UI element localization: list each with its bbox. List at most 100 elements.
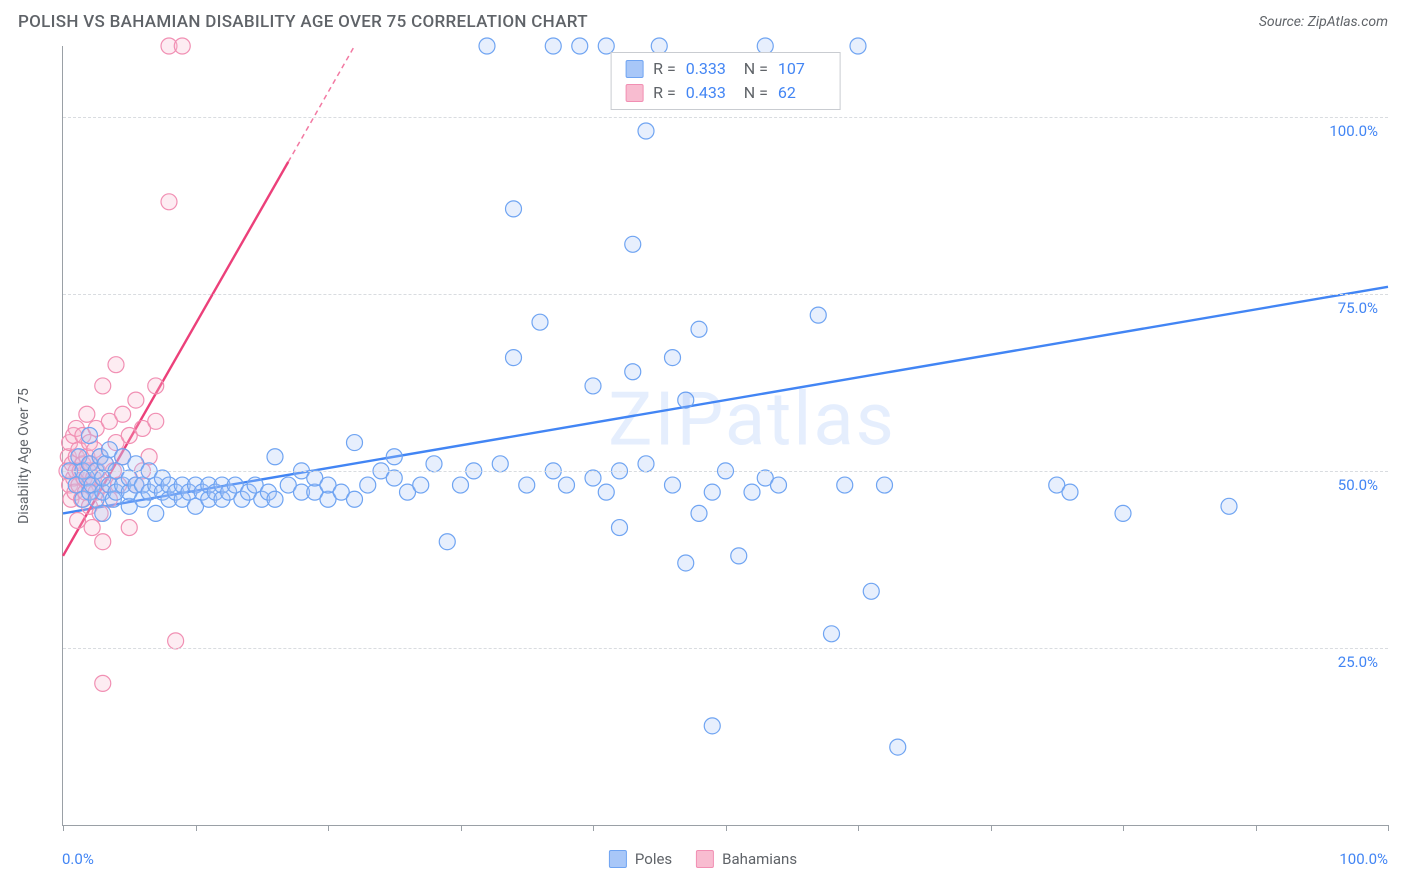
scatter-point bbox=[506, 350, 522, 366]
scatter-point bbox=[877, 477, 893, 493]
scatter-point bbox=[347, 435, 363, 451]
scatter-point bbox=[678, 555, 694, 571]
n-label: N = bbox=[744, 57, 768, 81]
scatter-point bbox=[704, 718, 720, 734]
scatter-point bbox=[95, 534, 111, 550]
x-tick bbox=[1256, 825, 1257, 831]
scatter-point bbox=[95, 675, 111, 691]
scatter-point bbox=[598, 484, 614, 500]
scatter-point bbox=[386, 470, 402, 486]
scatter-point bbox=[850, 38, 866, 54]
scatter-point bbox=[439, 534, 455, 550]
scatter-point bbox=[691, 321, 707, 337]
scatter-point bbox=[479, 38, 495, 54]
grid-line bbox=[63, 471, 1388, 472]
scatter-point bbox=[1221, 498, 1237, 514]
scatter-point bbox=[625, 236, 641, 252]
scatter-point bbox=[810, 307, 826, 323]
scatter-point bbox=[890, 739, 906, 755]
scatter-point bbox=[79, 406, 95, 422]
scatter-point bbox=[267, 449, 283, 465]
correlation-legend-row: R = 0.433 N = 62 bbox=[625, 81, 826, 105]
scatter-point bbox=[731, 548, 747, 564]
legend-label: Poles bbox=[635, 850, 672, 868]
y-tick-label: 25.0% bbox=[1338, 653, 1378, 671]
legend-label: Bahamians bbox=[722, 850, 797, 868]
x-tick bbox=[461, 825, 462, 831]
scatter-point bbox=[612, 520, 628, 536]
scatter-point bbox=[585, 378, 601, 394]
scatter-point bbox=[1062, 484, 1078, 500]
scatter-point bbox=[704, 484, 720, 500]
scatter-point bbox=[771, 477, 787, 493]
scatter-point bbox=[115, 406, 131, 422]
correlation-legend-row: R = 0.333 N = 107 bbox=[625, 57, 826, 81]
x-tick bbox=[1123, 825, 1124, 831]
r-label: R = bbox=[653, 81, 676, 105]
scatter-point bbox=[108, 357, 124, 373]
chart-container: Disability Age Over 75 ZIPatlas R = 0.33… bbox=[18, 46, 1388, 866]
scatter-point bbox=[638, 123, 654, 139]
y-tick-label: 50.0% bbox=[1338, 476, 1378, 494]
scatter-point bbox=[347, 491, 363, 507]
scatter-point bbox=[519, 477, 535, 493]
correlation-legend: R = 0.333 N = 107 R = 0.433 N = 62 bbox=[610, 52, 841, 110]
scatter-point bbox=[82, 428, 98, 444]
scatter-point bbox=[585, 470, 601, 486]
legend-item-bahamians: Bahamians bbox=[696, 850, 797, 868]
r-value: 0.433 bbox=[686, 81, 734, 105]
n-label: N = bbox=[744, 81, 768, 105]
x-axis-min-label: 0.0% bbox=[62, 850, 94, 868]
scatter-point bbox=[665, 477, 681, 493]
scatter-point bbox=[824, 626, 840, 642]
scatter-point bbox=[665, 350, 681, 366]
scatter-point bbox=[267, 491, 283, 507]
scatter-point bbox=[413, 477, 429, 493]
scatter-point bbox=[572, 38, 588, 54]
scatter-point bbox=[1115, 505, 1131, 521]
grid-line bbox=[63, 294, 1388, 295]
x-tick bbox=[991, 825, 992, 831]
scatter-point bbox=[95, 505, 111, 521]
legend-swatch-poles bbox=[609, 850, 627, 868]
scatter-point bbox=[426, 456, 442, 472]
grid-line bbox=[63, 117, 1388, 118]
scatter-point bbox=[678, 392, 694, 408]
x-axis-max-label: 100.0% bbox=[1339, 850, 1388, 868]
legend-swatch-bahamians bbox=[696, 850, 714, 868]
x-tick bbox=[1388, 825, 1389, 831]
x-tick bbox=[63, 825, 64, 831]
scatter-point bbox=[168, 633, 184, 649]
scatter-point bbox=[360, 477, 376, 493]
scatter-point bbox=[691, 505, 707, 521]
scatter-point bbox=[128, 392, 144, 408]
r-value: 0.333 bbox=[686, 57, 734, 81]
scatter-point bbox=[70, 512, 86, 528]
x-tick bbox=[328, 825, 329, 831]
scatter-point bbox=[84, 520, 100, 536]
scatter-point bbox=[545, 38, 561, 54]
scatter-point bbox=[559, 477, 575, 493]
scatter-point bbox=[638, 456, 654, 472]
x-tick bbox=[593, 825, 594, 831]
series-swatch-bahamians bbox=[625, 84, 643, 102]
y-tick-label: 75.0% bbox=[1338, 299, 1378, 317]
x-tick bbox=[858, 825, 859, 831]
chart-title: POLISH VS BAHAMIAN DISABILITY AGE OVER 7… bbox=[18, 12, 588, 32]
series-swatch-poles bbox=[625, 60, 643, 78]
scatter-plot-svg bbox=[63, 46, 1388, 825]
scatter-point bbox=[95, 378, 111, 394]
chart-header: POLISH VS BAHAMIAN DISABILITY AGE OVER 7… bbox=[0, 0, 1406, 38]
legend-item-poles: Poles bbox=[609, 850, 672, 868]
chart-source: Source: ZipAtlas.com bbox=[1259, 14, 1388, 30]
n-value: 107 bbox=[778, 57, 826, 81]
scatter-point bbox=[148, 378, 164, 394]
grid-line bbox=[63, 648, 1388, 649]
scatter-point bbox=[148, 505, 164, 521]
plot-area: ZIPatlas R = 0.333 N = 107 R = 0.433 N =… bbox=[62, 46, 1388, 826]
scatter-point bbox=[453, 477, 469, 493]
x-tick bbox=[196, 825, 197, 831]
x-tick bbox=[726, 825, 727, 831]
scatter-point bbox=[863, 583, 879, 599]
scatter-point bbox=[506, 201, 522, 217]
